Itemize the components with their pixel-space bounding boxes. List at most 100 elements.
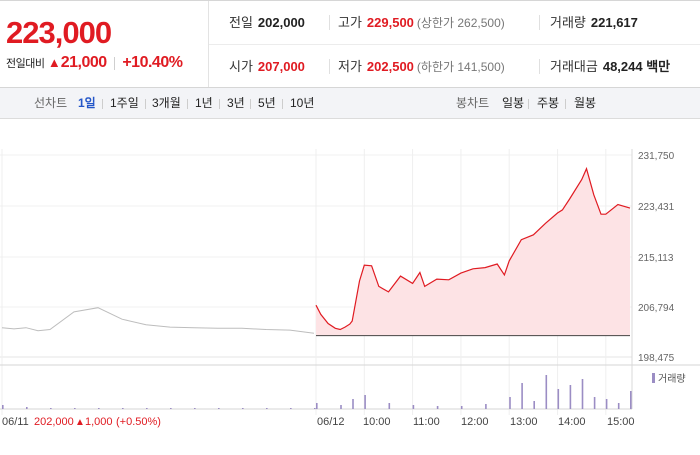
change-label: 전일대비 <box>6 58 45 70</box>
volume-bar <box>194 408 196 409</box>
volume-bar <box>266 408 268 409</box>
divider <box>113 57 115 71</box>
volume-bar <box>122 408 124 409</box>
volume-bar <box>533 401 535 409</box>
volume-legend-label: 거래량 <box>658 373 686 385</box>
tab-10y[interactable]: 10년 <box>290 96 315 110</box>
divider <box>102 99 103 109</box>
open-label: 시가 <box>229 59 253 74</box>
up-arrow-icon: ▲ <box>47 55 61 70</box>
candle-chart-label: 봉차트 <box>456 96 490 110</box>
x-tick-label: 14:00 <box>558 416 586 428</box>
tab-3y[interactable]: 3년 <box>227 96 245 110</box>
volume-value: 221,617 <box>590 15 638 30</box>
volume-bar <box>146 408 148 409</box>
upper-limit: (상한가 262,500) <box>416 16 505 30</box>
tab-monthly-candle[interactable]: 월봉 <box>574 96 597 110</box>
divider <box>528 99 529 109</box>
prev-day-change: 1,000 <box>85 416 113 428</box>
tab-3m[interactable]: 3개월 <box>152 96 181 110</box>
trade-value-cell: 거래대금 48,244 백만 <box>550 45 670 88</box>
volume-bar <box>242 408 244 409</box>
open-value: 207,000 <box>257 59 305 74</box>
x-tick-label: 06/11 <box>2 416 29 428</box>
low-value: 202,500 <box>366 59 414 74</box>
lower-limit: (하한가 141,500) <box>416 60 505 74</box>
divider <box>250 99 251 109</box>
x-tick-label: 06/12 <box>317 416 345 428</box>
prev-close-label: 전일 <box>229 15 253 30</box>
tab-1d[interactable]: 1일 <box>78 96 96 110</box>
tab-1y[interactable]: 1년 <box>195 96 213 110</box>
high-value: 229,500 <box>366 15 414 30</box>
y-axis-labels: 231,750 223,431 215,113 206,794 198,475 <box>638 151 675 364</box>
volume-bar <box>170 408 172 409</box>
divider <box>282 99 283 109</box>
divider <box>187 99 188 109</box>
x-tick-label: 10:00 <box>363 416 391 428</box>
volume-bar <box>316 403 318 409</box>
volume-legend-swatch <box>652 373 655 383</box>
today-price-line <box>315 166 631 331</box>
volume-bar <box>460 406 463 409</box>
y-tick-label: 198,475 <box>638 353 675 364</box>
volume-bar <box>605 399 608 409</box>
volume-bar <box>352 399 354 409</box>
change-value: 21,000 <box>60 54 107 71</box>
volume-bar <box>388 403 391 409</box>
y-tick-label: 215,113 <box>638 253 674 264</box>
stat-row-2: 시가 207,000 저가 202,500 (하한가 141,500) 거래대금 48,… <box>209 44 700 88</box>
divider <box>329 15 330 30</box>
divider <box>219 99 220 109</box>
volume-bar <box>581 379 584 409</box>
volume-bar <box>74 408 76 409</box>
open-cell: 시가 207,000 <box>229 45 305 88</box>
up-arrow-icon: ▲ <box>75 417 85 428</box>
tab-weekly-candle[interactable]: 주봉 <box>537 96 560 110</box>
high-cell: 고가 229,500 (상한가 262,500) <box>338 1 505 44</box>
trade-value-value: 48,244 백만 <box>602 59 671 74</box>
prev-day-change-pct: (+0.50%) <box>116 416 161 428</box>
x-tick-label: 13:00 <box>510 416 538 428</box>
volume-bar <box>364 395 366 409</box>
divider <box>539 59 540 74</box>
volume-bar <box>617 403 620 409</box>
low-cell: 저가 202,500 (하한가 141,500) <box>338 45 505 88</box>
volume-bar <box>545 375 548 409</box>
y-tick-label: 206,794 <box>638 303 675 314</box>
y-tick-label: 231,750 <box>638 151 675 162</box>
y-tick-label: 223,431 <box>638 202 675 213</box>
prev-day-price-line <box>1 307 315 334</box>
x-tick-label: 11:00 <box>413 416 440 428</box>
volume-bar <box>569 385 572 409</box>
x-tick-label: 12:00 <box>461 416 489 428</box>
stat-grid: 전일 202,000 고가 229,500 (상한가 262,500) 거래량 221,… <box>209 1 700 87</box>
volume-bar <box>98 408 100 409</box>
high-label: 고가 <box>338 15 362 30</box>
volume-bar <box>412 405 415 409</box>
prev-close-cell: 전일 202,000 <box>229 1 305 44</box>
x-tick-label: 15:00 <box>607 416 635 428</box>
volume-bar <box>290 408 292 409</box>
prev-close-value: 202,000 <box>257 15 305 30</box>
today-area-fill <box>316 168 630 336</box>
change-percent: +10.40% <box>122 54 183 71</box>
volume-bar <box>50 408 52 409</box>
volume-bar <box>485 404 487 409</box>
volume-bar <box>26 407 28 409</box>
tab-daily-candle[interactable]: 일봉 <box>502 96 525 110</box>
volume-bar <box>2 405 4 409</box>
volume-bars <box>2 375 632 409</box>
divider <box>539 15 540 30</box>
current-price: 223,000 <box>6 15 112 50</box>
volume-bar <box>340 405 342 409</box>
volume-bar <box>521 383 523 409</box>
price-panel: 223,000 전일대비 ▲21,000 +10.40% <box>0 1 209 87</box>
tab-1w[interactable]: 1주일 <box>110 96 139 110</box>
tab-5y[interactable]: 5년 <box>258 96 276 110</box>
price-chart[interactable]: 231,750 223,431 215,113 206,794 198,475 … <box>0 119 700 450</box>
divider <box>565 99 566 109</box>
volume-bar <box>593 397 596 409</box>
low-label: 저가 <box>338 59 362 74</box>
trade-value-label: 거래대금 <box>550 59 598 74</box>
